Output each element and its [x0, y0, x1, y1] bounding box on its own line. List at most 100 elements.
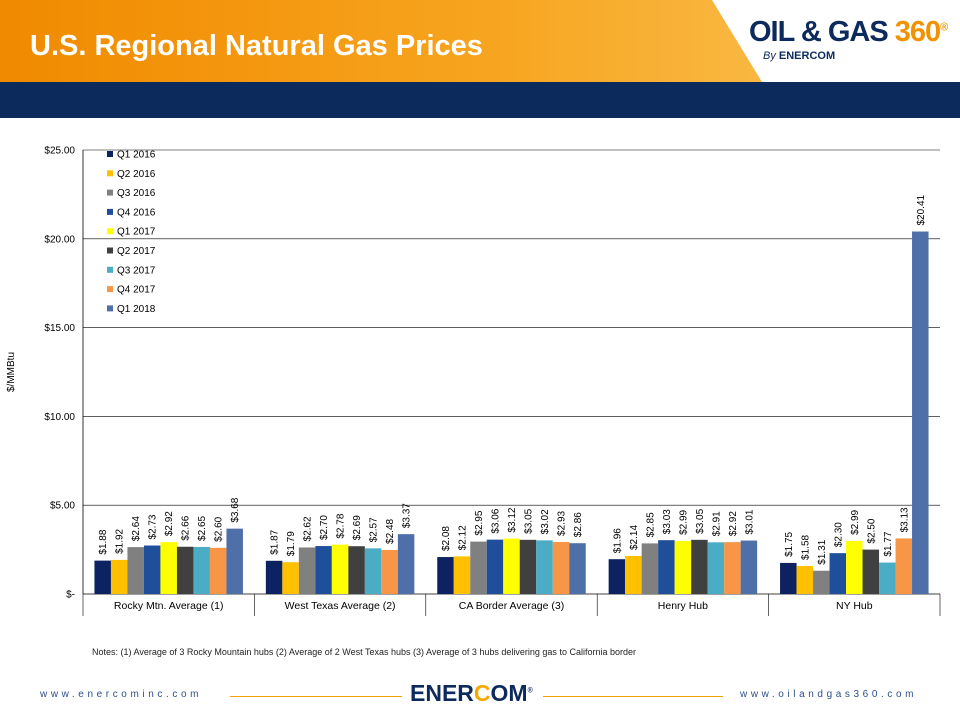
data-label: $2.50 [866, 518, 877, 543]
y-tick-label: $10.00 [44, 412, 75, 423]
data-label: $3.12 [507, 507, 518, 532]
bar [364, 548, 382, 594]
data-label: $1.88 [98, 529, 109, 554]
data-label: $2.78 [336, 513, 347, 538]
bar [536, 540, 553, 594]
legend-label: Q3 2016 [117, 188, 156, 199]
logo-wordmark-b: 360 [894, 16, 941, 48]
data-label: $3.05 [524, 508, 535, 533]
data-label: $2.69 [352, 515, 363, 540]
legend-swatch [107, 151, 113, 157]
bar [193, 546, 210, 594]
footer-logo-a: ENER [410, 680, 474, 706]
data-label: $2.99 [678, 509, 689, 534]
legend-swatch [107, 208, 113, 215]
oil-gas-360-logo: OIL & GAS 360® By ENERCOM [735, 8, 953, 76]
bar [724, 542, 741, 594]
bar [846, 540, 863, 594]
bar [470, 541, 487, 594]
legend-swatch [107, 247, 113, 254]
data-label: $1.58 [800, 534, 811, 559]
bar [608, 559, 626, 594]
bar [397, 534, 415, 594]
data-label: $3.03 [662, 509, 673, 534]
x-category-label: Henry Hub [658, 600, 708, 612]
legend-label: Q1 2016 [117, 150, 156, 161]
data-label: $2.99 [850, 509, 861, 534]
legend-label: Q2 2016 [117, 169, 156, 180]
data-label: $2.70 [319, 515, 330, 540]
data-label: $2.65 [197, 515, 208, 540]
logo-byline-brand: ENERCOM [778, 50, 836, 62]
data-label: $2.48 [385, 518, 396, 543]
bar [813, 570, 830, 594]
bar [707, 542, 725, 594]
bar [862, 549, 880, 594]
data-label: $3.06 [491, 508, 502, 533]
footer-oilandgas360-url[interactable]: www.oilandgas360.com [740, 689, 918, 700]
data-label: $2.86 [573, 512, 584, 537]
header-background [0, 0, 960, 118]
y-tick-label: $- [66, 590, 75, 601]
bar [912, 231, 929, 594]
data-label: $2.92 [164, 511, 175, 536]
bar [796, 565, 814, 594]
logo-byline: By ENERCOM [763, 50, 835, 62]
footer-logo-registered: ® [527, 687, 533, 695]
data-label: $2.14 [629, 525, 640, 550]
x-category-label: NY Hub [836, 600, 873, 612]
data-label: $1.87 [270, 529, 281, 554]
data-label: $2.91 [711, 511, 722, 536]
data-label: $2.93 [557, 511, 568, 536]
bar [569, 543, 586, 594]
bar [641, 543, 659, 594]
bar [879, 562, 896, 594]
bar [265, 560, 283, 594]
bar [348, 546, 365, 594]
data-label: $1.77 [883, 531, 894, 556]
data-label: $1.31 [817, 539, 828, 564]
data-label: $2.85 [645, 512, 656, 537]
data-label: $1.79 [286, 531, 297, 556]
legend-swatch [107, 286, 113, 293]
bar [315, 546, 332, 594]
bar [740, 540, 758, 594]
footer-divider-left [230, 696, 402, 697]
bar [519, 539, 537, 594]
data-label: $2.30 [833, 522, 844, 547]
bar [381, 549, 398, 594]
x-category-label: CA Border Average (3) [459, 600, 564, 612]
bar [552, 541, 570, 594]
data-label: $2.12 [458, 525, 469, 550]
legend-label: Q1 2017 [117, 227, 156, 238]
data-label: $3.68 [230, 497, 241, 522]
bar [94, 560, 111, 594]
data-label: $2.57 [369, 517, 380, 542]
legend-swatch [107, 170, 113, 177]
bar [625, 555, 642, 594]
bar [437, 557, 454, 594]
logo-wordmark: OIL & GAS 360® [749, 16, 948, 49]
bar [674, 540, 692, 594]
data-label: $2.60 [214, 516, 225, 541]
legend-label: Q2 2017 [117, 246, 156, 257]
bar [658, 540, 675, 594]
bar [895, 538, 913, 594]
header-navy-band [0, 82, 960, 118]
natural-gas-price-chart: $- $5.00 $10.00 $15.00 $20.00 $25.00 Rocky Mtn… [6, 146, 941, 616]
bar [226, 528, 243, 594]
data-label: $2.62 [303, 516, 314, 541]
footer-enercom-url[interactable]: www.enercominc.com [40, 689, 203, 700]
y-tick-label: $20.00 [44, 234, 75, 245]
data-label: $2.08 [441, 526, 452, 551]
bar [486, 539, 504, 594]
legend-label: Q4 2017 [117, 285, 156, 296]
bar [691, 539, 708, 594]
data-label: $2.64 [131, 516, 142, 541]
page-title: U.S. Regional Natural Gas Prices [30, 30, 483, 62]
x-category-label: Rocky Mtn. Average (1) [114, 600, 224, 612]
legend-swatch [107, 228, 113, 235]
legend-swatch [107, 266, 113, 273]
data-label: $1.96 [612, 528, 623, 553]
data-label: $2.73 [148, 514, 159, 539]
